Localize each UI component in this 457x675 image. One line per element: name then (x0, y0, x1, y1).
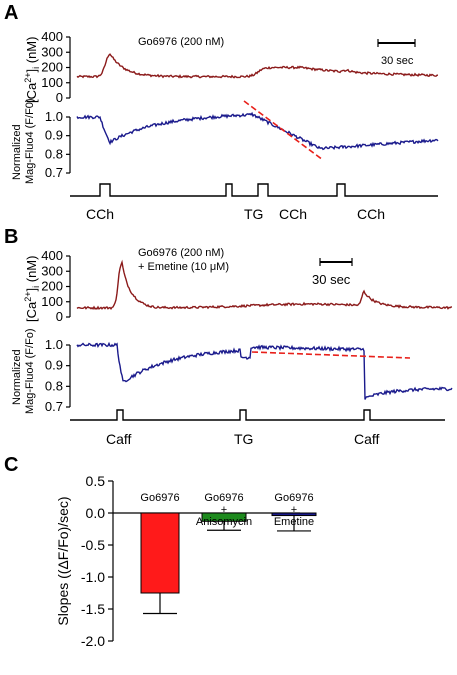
panel-b-mag-ylabel-line2: Mag-Fluo4 (F/Fo) (24, 328, 36, 414)
panel-b-mag-ylabel-line1: Normalized (11, 349, 23, 405)
panel-b-stim-label-2: TG (234, 431, 253, 447)
panel-c-tick-label-3: -0.5 (81, 537, 105, 553)
panel-c-y-axis-label: Slopes ((ΔF/Fo)/sec) (55, 496, 71, 625)
panel-b-stimulus-trace (70, 409, 445, 421)
panel-a-mag-ylabel-line2: Mag-Fluo4 (F/F0) (24, 98, 36, 184)
panel-a-ca-tick-label-0: 0 (56, 90, 63, 105)
panel-b-mag-tick-label-3: 1.0 (45, 337, 63, 352)
panel-a-mag-tick-label-1: 0.8 (45, 146, 63, 161)
panel-a-ca-tick-label-2: 200 (41, 60, 63, 75)
panel-a-stim-label-3: CCh (279, 206, 307, 222)
panel-b-mag-trace (76, 341, 453, 400)
panel-c-tick-label-0: -2.0 (81, 633, 105, 649)
panel-a-ca-tick-label-4: 400 (41, 29, 63, 44)
panel-c-bar-chart: -2.0 -1.5 -1.0 -0.5 0.0 0.5 Slopes ((ΔF/Fo)/se… (55, 473, 317, 649)
panel-b-drug-label-line1: Go6976 (200 nM) (138, 247, 224, 259)
panel-a-letter: A (4, 2, 18, 24)
panel-a-stim-label-4: CCh (357, 206, 385, 222)
panel-a-mag-trace (76, 111, 439, 151)
panel-a-ca-tick-label-3: 300 (41, 44, 63, 59)
panel-c-category-label-1-0: Go6976 (204, 492, 243, 504)
panel-c-tick-label-1: -1.5 (81, 601, 105, 617)
panel-c-category-label-2-2: Emetine (274, 516, 314, 528)
panel-b-fit-line (251, 351, 411, 359)
panel-c-category-label-2-1: + (291, 504, 297, 516)
panel-b-stim-label-3: Caff (354, 431, 380, 447)
panel-a-stimulus-trace (70, 183, 438, 197)
panel-a-scale-bar-label: 30 sec (381, 55, 414, 67)
panel-b-ca-tick-label-0: 0 (56, 309, 63, 324)
panel-a-mag-tick-label-0: 0.7 (45, 165, 63, 180)
panel-b-mag-tick-label-1: 0.8 (45, 378, 63, 393)
panel-a-drug-label: Go6976 (200 nM) (138, 36, 224, 48)
panel-b-letter: B (4, 226, 18, 248)
panel-b-drug-label-line2: + Emetine (10 μM) (138, 261, 229, 273)
panel-b-ca-tick-label-4: 400 (41, 248, 63, 263)
panel-a-mag-axis: 0.7 0.8 0.9 1.0 (45, 109, 71, 180)
panel-b-mag-tick-label-0: 0.7 (45, 399, 63, 414)
panel-b-stim-label-1: Caff (106, 431, 132, 447)
panel-c-category-label-2-0: Go6976 (274, 492, 313, 504)
panel-b-ca-tick-label-1: 100 (41, 294, 63, 309)
panel-b-scale-bar-label: 30 sec (312, 272, 351, 287)
panel-a-mag-tick-label-2: 0.9 (45, 128, 63, 143)
panel-a-fit-line (243, 100, 324, 161)
panel-a-mag-tick-label-3: 1.0 (45, 109, 63, 124)
panel-b-mag-tick-label-2: 0.9 (45, 358, 63, 373)
panel-a-stim-label-2: TG (244, 206, 263, 222)
panel-c-tick-label-4: 0.0 (86, 505, 106, 521)
panel-a-ca-ylabel: [Ca2+]i (nM) (23, 37, 41, 103)
panel-b-mag-axis: 0.7 0.8 0.9 1.0 (45, 337, 71, 414)
panel-c-bar-0 (140, 512, 180, 594)
panel-c-letter: C (4, 454, 18, 476)
panel-a-ca-trace (76, 53, 438, 79)
panel-b-ca-ylabel: [Ca2+]i (nM) (23, 256, 41, 322)
panel-a-ca-tick-label-1: 100 (41, 75, 63, 90)
panel-a-stim-label-1: CCh (86, 206, 114, 222)
panel-c-category-label-0-0: Go6976 (140, 492, 179, 504)
panel-c-category-label-1-1: + (221, 504, 227, 516)
panel-b-ca-tick-label-2: 200 (41, 279, 63, 294)
panel-c-tick-label-2: -1.0 (81, 569, 105, 585)
panel-b-ca-tick-label-3: 300 (41, 263, 63, 278)
panel-b-ca-trace (76, 259, 453, 310)
panel-c-tick-label-5: 0.5 (86, 473, 106, 489)
panel-c-category-label-1-2: Anisomycin (196, 516, 252, 528)
panel-a-mag-ylabel-line1: Normalized (11, 124, 23, 180)
